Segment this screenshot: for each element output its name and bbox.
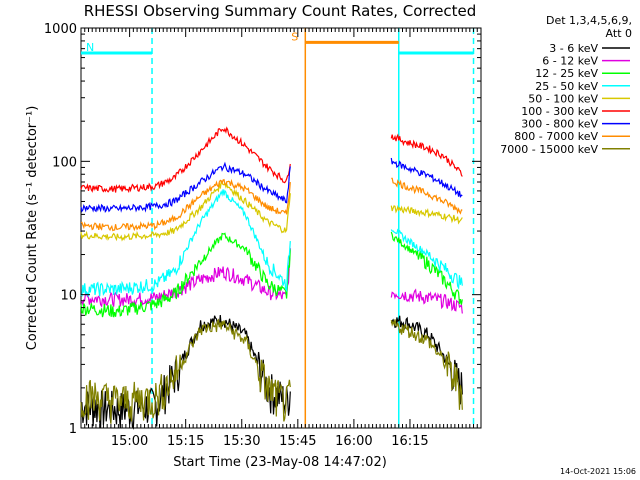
- series-line: [80, 126, 291, 194]
- legend-label: 6 - 12 keV: [542, 55, 598, 68]
- x-tick-label: 15:45: [279, 434, 316, 449]
- series-line: [391, 177, 463, 215]
- series-line: [80, 180, 291, 242]
- series-line: [390, 288, 463, 314]
- y-axis-label: Corrected Count Rate (s⁻¹ detector⁻¹): [25, 106, 40, 351]
- legend-header-line1: Det 1,3,4,5,6,9,: [546, 14, 632, 27]
- flag-label: N: [86, 41, 94, 54]
- legend-label: 3 - 6 keV: [549, 42, 598, 55]
- data-layer: NS: [80, 28, 475, 430]
- plot-frame: [80, 27, 482, 429]
- timestamp: 14-Oct-2021 15:06: [560, 467, 636, 476]
- series-line: [80, 232, 291, 318]
- legend-label: 100 - 300 keV: [521, 105, 598, 118]
- x-tick-label: 15:15: [167, 434, 204, 449]
- legend-label: 50 - 100 keV: [528, 92, 598, 105]
- x-tick-label: 15:00: [111, 434, 148, 449]
- x-tick-label: 16:15: [391, 434, 428, 449]
- series-line: [80, 318, 291, 424]
- axis-layer: 1 10 100 1000 15:00 15:15 15:30 15:45 16:00 16:15: [44, 22, 481, 449]
- legend-label: 300 - 800 keV: [521, 118, 598, 131]
- y-tick-label: 10: [60, 289, 77, 304]
- chart-title: RHESSI Observing Summary Count Rates, Co…: [84, 2, 477, 20]
- series-line: [390, 205, 463, 225]
- legend-label: 12 - 25 keV: [535, 67, 598, 80]
- series-line: [390, 228, 463, 291]
- x-axis-label: Start Time (23-May-08 14:47:02): [173, 455, 387, 470]
- flag-label: S: [291, 30, 298, 43]
- y-tick-label: 1: [69, 422, 77, 437]
- series-line: [390, 157, 463, 199]
- legend-header-line2: Att 0: [606, 27, 632, 40]
- y-tick-label: 1000: [44, 22, 77, 37]
- series-line: [80, 315, 291, 430]
- y-tick-label: 100: [52, 155, 77, 170]
- x-tick-label: 16:00: [335, 434, 372, 449]
- series-line: [80, 189, 291, 297]
- series-line: [390, 133, 463, 177]
- series-line: [390, 231, 463, 305]
- legend-label: 7000 - 15000 keV: [500, 143, 598, 156]
- legend-label: 25 - 50 keV: [535, 80, 598, 93]
- legend-label: 800 - 7000 keV: [514, 130, 598, 143]
- series-line: [80, 178, 291, 232]
- x-tick-label: 15:30: [223, 434, 260, 449]
- series-line: [80, 161, 291, 214]
- series-line: [390, 319, 463, 410]
